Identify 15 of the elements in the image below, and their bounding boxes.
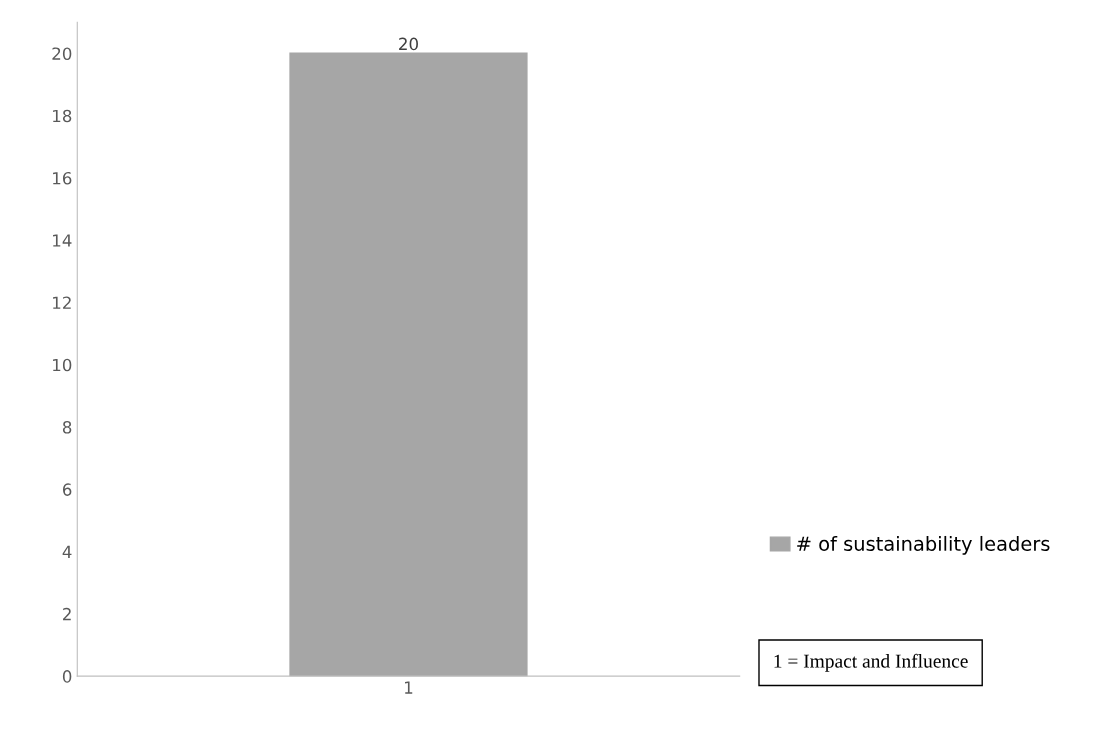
y-tick-label: 14 [53,234,72,247]
data-label: 20 [399,37,418,51]
y-tick-label: 10 [53,358,72,372]
y-tick-label: 16 [53,171,72,185]
y-tick-label: 20 [52,47,72,60]
x-tick-label: 1 [405,681,413,694]
y-tick-label: 0 [62,670,72,683]
y-tick-label: 12 [53,296,71,309]
text: 1 = Impact and Influence [774,653,968,672]
legend-label: # of sustainability leaders [797,535,1050,555]
y-tick-label: 4 [62,545,72,558]
y-tick-label: 8 [62,421,72,434]
y-tick-label: 2 [63,607,71,621]
y-tick-label: 6 [62,483,72,496]
y-tick-label: 18 [53,109,72,123]
